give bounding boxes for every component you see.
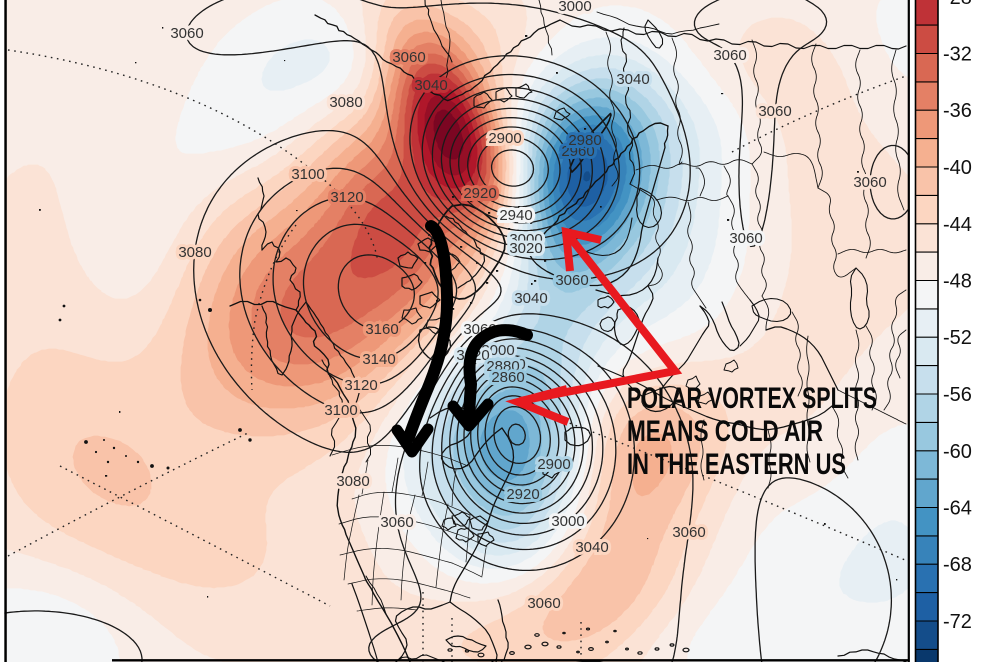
svg-text:3040: 3040 xyxy=(514,290,547,307)
svg-text:3040: 3040 xyxy=(575,539,608,556)
svg-text:2880: 2880 xyxy=(486,358,519,375)
svg-text:2940: 2940 xyxy=(488,364,521,381)
svg-text:3060: 3060 xyxy=(380,514,413,531)
svg-text:3080: 3080 xyxy=(336,473,369,490)
svg-text:-68: -68 xyxy=(943,554,972,576)
svg-text:3000: 3000 xyxy=(551,513,584,530)
svg-text:-72: -72 xyxy=(943,611,972,633)
svg-text:-60: -60 xyxy=(943,441,972,463)
svg-text:3000: 3000 xyxy=(481,342,514,359)
svg-text:-28: -28 xyxy=(943,0,972,9)
svg-text:3120: 3120 xyxy=(330,189,363,206)
svg-text:3100: 3100 xyxy=(324,402,357,419)
svg-text:3060: 3060 xyxy=(729,230,762,247)
svg-text:3000: 3000 xyxy=(509,231,542,248)
svg-text:-64: -64 xyxy=(943,498,972,520)
svg-text:3040: 3040 xyxy=(414,77,447,94)
svg-text:2900: 2900 xyxy=(488,130,521,147)
svg-text:-56: -56 xyxy=(943,384,972,406)
svg-text:2960: 2960 xyxy=(492,356,525,373)
svg-text:-40: -40 xyxy=(943,157,972,179)
svg-text:-52: -52 xyxy=(943,327,972,349)
svg-text:3080: 3080 xyxy=(178,244,211,261)
svg-text:2920: 2920 xyxy=(506,486,539,503)
svg-text:3060: 3060 xyxy=(392,49,425,66)
svg-text:3060: 3060 xyxy=(672,524,705,541)
svg-text:3060: 3060 xyxy=(527,595,560,612)
svg-text:3080: 3080 xyxy=(329,94,362,111)
svg-text:3060: 3060 xyxy=(853,174,886,191)
svg-text:2960: 2960 xyxy=(561,143,594,160)
svg-text:3000: 3000 xyxy=(558,0,591,15)
svg-text:3060: 3060 xyxy=(555,272,588,289)
svg-text:3060: 3060 xyxy=(170,25,203,42)
svg-text:3060: 3060 xyxy=(713,47,746,64)
svg-text:MEANS COLD AIR: MEANS COLD AIR xyxy=(627,415,823,448)
svg-text:3060: 3060 xyxy=(758,103,791,120)
svg-text:2900: 2900 xyxy=(537,456,570,473)
svg-text:POLAR VORTEX SPLITS: POLAR VORTEX SPLITS xyxy=(627,382,877,415)
svg-text:IN THE EASTERN US: IN THE EASTERN US xyxy=(627,448,846,481)
svg-text:3040: 3040 xyxy=(616,71,649,88)
svg-text:3160: 3160 xyxy=(365,321,398,338)
svg-text:3120: 3120 xyxy=(344,377,377,394)
svg-text:2940: 2940 xyxy=(499,207,532,224)
svg-text:2860: 2860 xyxy=(491,369,524,386)
svg-text:3140: 3140 xyxy=(362,351,395,368)
svg-text:-32: -32 xyxy=(943,44,972,66)
svg-text:-44: -44 xyxy=(943,214,972,236)
svg-text:3020: 3020 xyxy=(509,240,542,257)
svg-text:2920: 2920 xyxy=(463,185,496,202)
svg-text:-48: -48 xyxy=(943,271,972,293)
svg-text:2980: 2980 xyxy=(568,132,601,149)
svg-text:-36: -36 xyxy=(943,100,972,122)
svg-text:3100: 3100 xyxy=(291,166,324,183)
